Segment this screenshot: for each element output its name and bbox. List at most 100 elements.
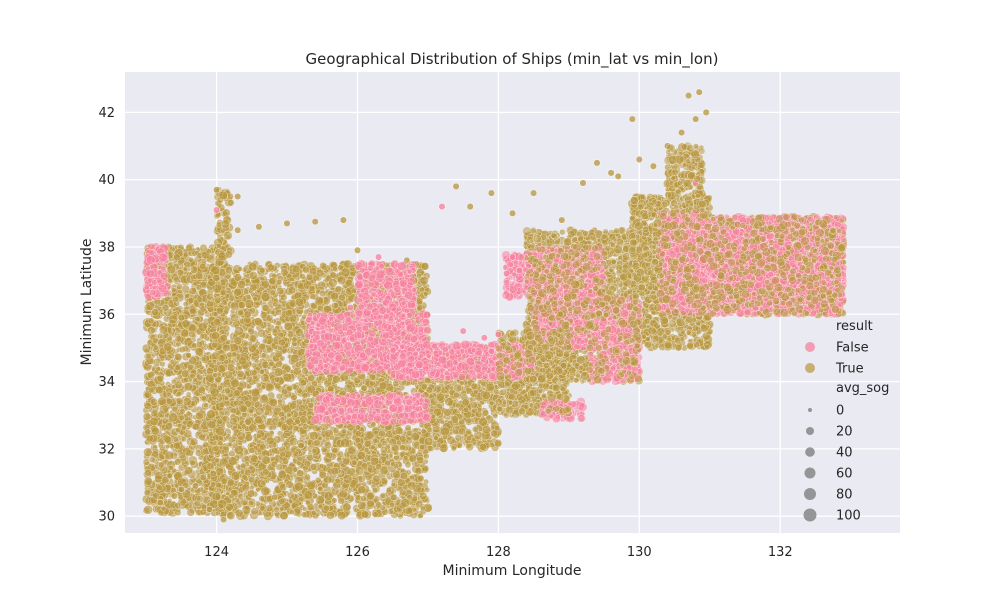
data-point bbox=[200, 334, 205, 339]
data-point bbox=[189, 331, 196, 338]
data-point bbox=[405, 462, 411, 468]
data-point bbox=[223, 344, 231, 352]
data-point bbox=[198, 386, 206, 394]
data-point bbox=[157, 485, 163, 491]
data-point bbox=[160, 361, 166, 367]
data-point bbox=[185, 293, 190, 298]
data-point bbox=[233, 389, 240, 396]
data-point bbox=[302, 507, 307, 512]
data-point bbox=[239, 357, 247, 365]
data-point bbox=[195, 272, 203, 280]
data-point bbox=[335, 286, 342, 293]
data-point bbox=[189, 287, 197, 295]
data-point bbox=[164, 436, 172, 444]
data-point bbox=[319, 464, 324, 469]
data-point bbox=[178, 452, 185, 459]
data-point bbox=[276, 309, 282, 315]
data-point bbox=[143, 448, 152, 457]
data-point bbox=[193, 378, 198, 383]
data-point bbox=[167, 265, 176, 274]
data-point bbox=[188, 364, 194, 370]
data-point bbox=[169, 413, 178, 422]
data-point bbox=[150, 398, 157, 405]
data-point bbox=[217, 418, 223, 424]
data-point bbox=[162, 304, 169, 311]
data-point bbox=[170, 359, 175, 364]
data-point bbox=[175, 365, 181, 371]
data-point bbox=[154, 471, 163, 480]
data-point bbox=[231, 314, 239, 322]
data-point bbox=[299, 496, 305, 502]
chart-title: Geographical Distribution of Ships (min_… bbox=[306, 50, 719, 69]
data-point bbox=[297, 470, 304, 477]
data-point bbox=[183, 397, 192, 406]
data-point bbox=[156, 366, 161, 371]
data-point bbox=[144, 477, 152, 485]
data-point bbox=[293, 426, 299, 432]
data-point bbox=[196, 412, 204, 420]
data-point bbox=[148, 387, 154, 393]
data-point bbox=[186, 244, 193, 251]
data-point bbox=[337, 451, 344, 458]
data-point bbox=[190, 438, 198, 446]
data-point bbox=[150, 417, 159, 426]
data-point bbox=[179, 415, 185, 421]
data-point bbox=[167, 392, 172, 397]
data-point bbox=[145, 469, 152, 476]
data-point bbox=[143, 413, 151, 421]
data-point bbox=[201, 396, 206, 401]
data-point bbox=[399, 489, 406, 496]
data-point bbox=[153, 345, 159, 351]
data-point bbox=[192, 423, 199, 430]
data-point bbox=[165, 451, 174, 460]
data-point bbox=[181, 370, 189, 378]
data-point bbox=[175, 509, 181, 515]
data-point bbox=[249, 408, 254, 413]
data-point bbox=[380, 493, 385, 498]
data-point bbox=[171, 384, 176, 389]
data-point bbox=[157, 375, 164, 382]
data-point bbox=[220, 335, 228, 343]
data-point bbox=[161, 506, 166, 511]
data-point bbox=[184, 383, 193, 392]
data-point bbox=[166, 398, 173, 405]
data-point bbox=[175, 335, 182, 342]
data-point bbox=[184, 467, 192, 475]
data-point bbox=[199, 434, 206, 441]
data-point bbox=[182, 320, 190, 328]
data-point bbox=[284, 322, 293, 331]
data-point bbox=[151, 309, 158, 316]
data-point bbox=[175, 353, 183, 361]
data-point bbox=[245, 299, 254, 308]
data-point bbox=[151, 427, 159, 435]
data-point bbox=[424, 487, 430, 493]
data-point bbox=[293, 367, 301, 375]
data-point bbox=[238, 266, 243, 271]
data-point bbox=[195, 348, 203, 356]
data-point bbox=[147, 371, 155, 379]
data-point bbox=[143, 459, 150, 466]
data-point bbox=[196, 284, 202, 290]
data-point bbox=[423, 453, 429, 459]
data-point bbox=[184, 261, 191, 268]
data-point bbox=[191, 343, 196, 348]
data-point bbox=[148, 318, 154, 324]
data-point bbox=[199, 263, 206, 270]
data-point bbox=[173, 442, 180, 449]
data-point bbox=[194, 500, 200, 506]
data-point bbox=[296, 399, 302, 405]
data-point bbox=[421, 263, 429, 271]
data-point bbox=[186, 353, 192, 359]
data-point bbox=[151, 410, 158, 417]
data-point bbox=[183, 377, 189, 383]
data-point bbox=[171, 288, 176, 293]
data-point bbox=[242, 500, 248, 506]
data-point bbox=[296, 461, 301, 466]
data-point bbox=[187, 509, 195, 517]
data-point bbox=[175, 502, 181, 508]
data-point bbox=[340, 438, 349, 447]
data-point bbox=[266, 505, 273, 512]
data-point bbox=[301, 511, 307, 517]
data-point bbox=[165, 422, 173, 430]
